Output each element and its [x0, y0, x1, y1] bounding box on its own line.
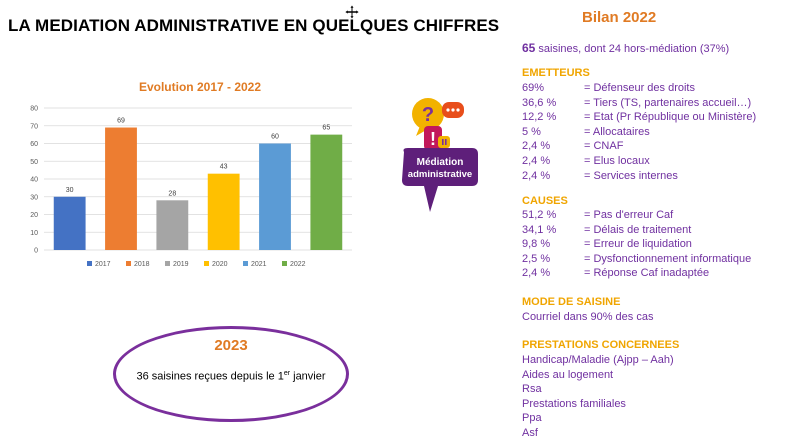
causes-label: = Pas d'erreur Caf: [584, 209, 674, 221]
legend-label: 2021: [251, 261, 267, 268]
logo-line1: Médiation: [417, 157, 464, 168]
bar-chart: 0 10 20 30 40 50 60 70 80 30 69 28 43 60 65 2017 2018 201…: [30, 106, 352, 268]
svg-text:?: ?: [422, 104, 434, 126]
y-tick-label: 50: [30, 159, 38, 166]
page-title: LA MEDIATION ADMINISTRATIVE EN QUELQUES …: [8, 16, 500, 35]
emetteurs-percent: 2,4 %: [522, 169, 551, 182]
mode-heading: MODE DE SAISINE: [522, 296, 621, 308]
exclamation-bubble-icon: [424, 126, 442, 150]
emetteurs-label: = Défenseur des droits: [584, 82, 695, 94]
prestation-item: Prestations familiales: [522, 397, 626, 410]
y-tick-label: 70: [30, 123, 38, 130]
legend-swatch: [243, 261, 248, 266]
causes-label: = Dysfonctionnement informatique: [584, 252, 752, 265]
emetteurs-label: = Etat (Pr République ou Ministère): [584, 111, 757, 124]
legend-label: 2018: [134, 261, 150, 268]
move-cursor-icon: [345, 5, 359, 20]
emetteurs-percent: 2,4 %: [522, 140, 551, 153]
causes-percent: 9,8 %: [522, 238, 551, 251]
emetteurs-heading: EMETTEURS: [522, 67, 590, 79]
question-bubble-icon: [412, 98, 444, 130]
mediation-logo: ? ! Médiation administrative: [402, 98, 478, 212]
causes-heading: CAUSES: [522, 195, 568, 207]
legend-label: 2019: [173, 261, 189, 268]
pause-bubble-icon: [438, 136, 450, 148]
data-label: 65: [322, 125, 330, 132]
emetteurs-percent: 5 %: [522, 125, 541, 138]
causes-label: = Délais de traitement: [584, 223, 692, 236]
y-tick-label: 0: [34, 248, 38, 255]
emetteurs-label: = Tiers (TS, partenaires accueil…): [584, 96, 752, 109]
causes-percent: 51,2 %: [522, 209, 557, 221]
legend-label: 2022: [290, 261, 306, 268]
y-tick-label: 60: [30, 141, 38, 148]
legend-label: 2020: [212, 261, 228, 268]
chart-title: Evolution 2017 - 2022: [138, 80, 262, 94]
emetteurs-percent: 36,6 %: [522, 96, 557, 109]
causes-percent: 34,1 %: [522, 223, 557, 236]
legend-swatch: [282, 261, 287, 266]
bar-2020: [207, 173, 240, 250]
logo-line2: administrative: [408, 169, 472, 180]
legend-swatch: [87, 261, 92, 266]
highlight-ellipse: [113, 326, 349, 422]
data-label: 30: [66, 187, 74, 194]
legend-swatch: [165, 261, 170, 266]
year-2023-label: 2023: [214, 337, 248, 354]
y-tick-label: 80: [30, 106, 38, 113]
bar-2019: [156, 200, 189, 250]
legend-label: 2017: [95, 261, 111, 268]
emetteurs-percent: 12,2 %: [522, 111, 557, 124]
bilan-title: Bilan 2022: [582, 9, 657, 26]
prestations-heading: PRESTATIONS CONCERNEES: [522, 339, 680, 351]
bar-2018: [105, 127, 137, 250]
causes-label: = Erreur de liquidation: [584, 238, 692, 251]
bar-2022: [310, 134, 343, 250]
bar-2021: [259, 143, 291, 250]
emetteurs-label: = Allocataires: [584, 125, 650, 138]
data-label: 60: [271, 134, 279, 141]
prestation-item: Rsa: [522, 383, 542, 396]
emetteurs-percent: 69%: [522, 82, 545, 94]
y-tick-label: 40: [30, 177, 38, 184]
prestations-list: Handicap/Maladie (Ajpp – Aah) Aides au lo…: [522, 353, 674, 441]
saisines-2023-text: 36 saisines reçues depuis le 1er janvier: [136, 370, 326, 383]
legend-swatch: [204, 261, 209, 266]
bilan-summary: 65 saisines, dont 24 hors-médiation (37%…: [522, 41, 730, 55]
mode-text: Courriel dans 90% des cas: [522, 311, 654, 323]
emetteurs-label: = Services internes: [584, 169, 678, 182]
y-tick-label: 10: [30, 230, 38, 237]
causes-percent: 2,4 %: [522, 267, 551, 280]
data-label: 69: [117, 118, 125, 125]
emetteurs-label: = Elus locaux: [584, 154, 650, 167]
causes-percent: 2,5 %: [522, 252, 551, 265]
data-label: 43: [220, 164, 228, 171]
speech-bubble-icon: [402, 148, 478, 212]
emetteurs-percent: 2,4 %: [522, 154, 551, 167]
legend-swatch: [126, 261, 131, 266]
bar-2017: [53, 196, 86, 250]
prestation-item: Aides au logement: [522, 368, 614, 381]
causes-label: = Réponse Caf inadaptée: [584, 267, 710, 280]
y-tick-label: 30: [30, 194, 38, 201]
emetteurs-label: = CNAF: [584, 140, 624, 153]
svg-text:!: !: [430, 129, 436, 149]
y-tick-label: 20: [30, 212, 38, 219]
prestation-item: Ppa: [522, 412, 542, 425]
prestation-item: Asf: [522, 426, 538, 439]
prestation-item: Handicap/Maladie (Ajpp – Aah): [522, 354, 674, 366]
data-label: 28: [168, 190, 176, 197]
